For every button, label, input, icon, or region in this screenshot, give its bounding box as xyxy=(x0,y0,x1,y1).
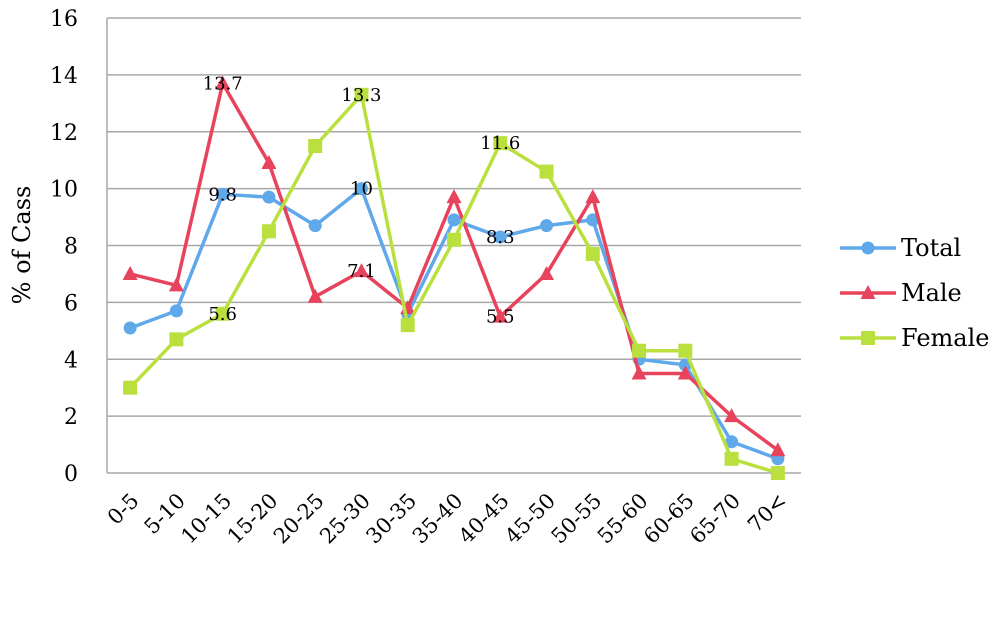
data-point-female xyxy=(724,451,739,466)
series-female xyxy=(123,87,785,480)
data-point-female xyxy=(400,318,415,333)
data-label: 13.7 xyxy=(203,73,243,94)
data-point-male xyxy=(492,308,508,323)
x-tick-label: 35-40 xyxy=(408,489,468,549)
data-point-total xyxy=(262,190,276,204)
data-point-female xyxy=(678,343,693,358)
data-label: 5.5 xyxy=(486,307,515,328)
data-point-male xyxy=(770,442,786,457)
data-label: 5.6 xyxy=(208,304,237,325)
y-tick-label: 14 xyxy=(50,64,78,89)
data-point-female xyxy=(123,380,138,395)
data-point-female xyxy=(539,164,554,179)
data-label: 7.1 xyxy=(347,261,376,282)
data-point-total xyxy=(586,213,600,227)
x-tick-label: 10-15 xyxy=(176,489,236,549)
data-point-female xyxy=(585,247,600,262)
data-point-female xyxy=(770,466,785,480)
data-point-male xyxy=(724,408,740,423)
data-point-male xyxy=(168,277,184,292)
x-tick-label: 20-25 xyxy=(269,489,329,549)
legend-label: Male xyxy=(901,279,962,307)
data-point-male xyxy=(353,263,369,278)
legend-marker xyxy=(861,241,875,255)
x-tick-label: 70< xyxy=(743,489,791,537)
x-tick-label: 40-45 xyxy=(454,489,514,549)
data-label: 10 xyxy=(350,179,373,200)
data-point-male xyxy=(215,75,231,90)
x-tick-label: 30-35 xyxy=(361,489,421,549)
y-tick-label: 10 xyxy=(50,178,78,203)
x-tick-label: 25-30 xyxy=(315,489,375,549)
legend: Total Male Female xyxy=(840,234,990,352)
data-point-male xyxy=(261,155,277,170)
x-tick-label: 55-60 xyxy=(593,489,653,549)
legend-marker xyxy=(861,331,875,345)
data-point-male xyxy=(539,265,555,280)
data-point-female xyxy=(354,87,369,102)
data-point-female xyxy=(493,136,508,151)
data-point-female xyxy=(215,306,230,321)
x-tick-label: 50-55 xyxy=(547,489,607,549)
legend-item-male: Male xyxy=(840,279,962,307)
data-point-total xyxy=(493,230,507,244)
x-tick-label: 60-65 xyxy=(639,489,699,549)
data-point-total xyxy=(540,219,554,233)
data-point-total xyxy=(447,213,461,227)
data-point-total xyxy=(354,182,368,196)
x-tick-label: 45-50 xyxy=(500,489,560,549)
data-point-male xyxy=(631,365,647,380)
data-label: 8.3 xyxy=(486,227,515,248)
legend-item-total: Total xyxy=(840,234,961,262)
y-axis-label: % of Cass xyxy=(8,186,36,305)
data-point-total xyxy=(216,187,230,201)
y-tick-label: 8 xyxy=(64,235,78,260)
y-axis-ticks: 0 2 4 6 8 10 12 14 16 xyxy=(50,7,78,487)
data-point-female xyxy=(447,232,461,247)
data-point-female xyxy=(308,138,323,153)
data-point-total xyxy=(169,304,183,318)
x-tick-label: 0-5 xyxy=(103,489,144,530)
x-axis-ticks: 0-55-1010-1515-2020-2525-3030-3535-4040-… xyxy=(103,489,792,549)
data-point-total xyxy=(725,435,739,449)
data-point-male xyxy=(122,265,138,280)
legend-label: Female xyxy=(901,324,990,352)
x-tick-label: 65-70 xyxy=(685,489,745,549)
series-male xyxy=(122,75,786,457)
data-point-male xyxy=(677,365,693,380)
data-point-male xyxy=(307,288,323,303)
data-point-male xyxy=(446,189,462,204)
series-line-male xyxy=(129,81,779,452)
data-point-female xyxy=(632,343,647,358)
data-point-total xyxy=(308,219,322,233)
data-point-female xyxy=(261,224,276,239)
data-label: 11.6 xyxy=(480,133,520,154)
y-tick-label: 16 xyxy=(50,7,78,32)
data-labels: 13.7 13.3 9.8 10 7.1 5.6 11.6 8.3 5.5 xyxy=(203,73,521,327)
legend-label: Total xyxy=(901,234,961,262)
series-group xyxy=(122,75,786,480)
y-tick-label: 2 xyxy=(64,405,78,430)
y-tick-label: 4 xyxy=(64,348,78,373)
data-label: 9.8 xyxy=(208,184,237,205)
data-point-total xyxy=(123,321,137,335)
y-tick-label: 12 xyxy=(50,121,78,146)
data-point-male xyxy=(585,189,601,204)
data-point-female xyxy=(169,332,184,347)
y-tick-label: 6 xyxy=(64,291,78,316)
legend-marker xyxy=(860,285,876,299)
data-label: 13.3 xyxy=(341,85,381,106)
legend-item-female: Female xyxy=(840,324,990,352)
x-tick-label: 15-20 xyxy=(223,489,283,549)
y-tick-label: 0 xyxy=(64,462,78,487)
